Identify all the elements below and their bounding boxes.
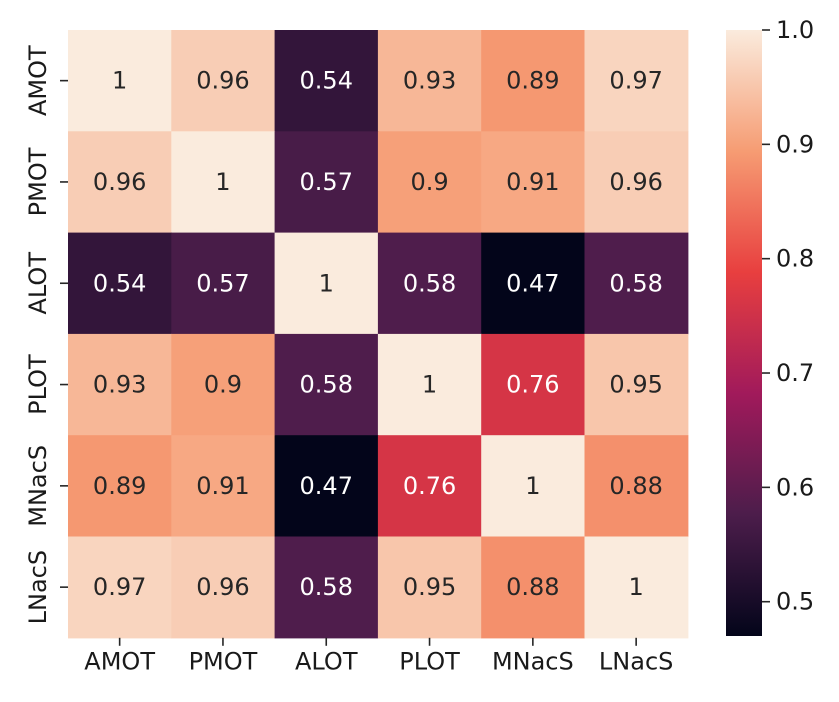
- cell-LNacS-ALOT: [274, 536, 379, 639]
- cell-value-label: 1: [215, 168, 230, 196]
- cell-MNacS-PMOT: [171, 435, 276, 538]
- x-tick-label: AMOT: [84, 647, 155, 675]
- cell-value-label: 0.96: [93, 168, 146, 196]
- cell-value-label: 0.54: [93, 269, 146, 297]
- cell-AMOT-PMOT: [171, 30, 276, 132]
- cell-value-label: 0.96: [609, 168, 662, 196]
- y-tick-label: LNacS: [24, 550, 52, 624]
- cell-value-label: 0.57: [196, 269, 249, 297]
- cell-value-label: 0.58: [300, 573, 353, 601]
- cell-value-label: 0.76: [403, 472, 456, 500]
- cell-value-label: 0.91: [196, 472, 249, 500]
- cell-PMOT-MNacS: [481, 131, 586, 234]
- cell-AMOT-LNacS: [584, 30, 689, 132]
- colorbar-tick-label: 0.6: [776, 473, 814, 501]
- cell-value-label: 0.54: [300, 67, 353, 95]
- cell-ALOT-PLOT: [377, 232, 482, 335]
- colorbar-gradient: [726, 30, 762, 636]
- cell-value-label: 1: [422, 371, 437, 399]
- colorbar-tick-label: 0.8: [776, 245, 814, 273]
- x-tick-label: PLOT: [399, 647, 460, 675]
- cell-PMOT-AMOT: [68, 131, 172, 234]
- y-tick-label: AMOT: [24, 45, 52, 116]
- cell-PMOT-PLOT: [377, 131, 482, 234]
- x-tick-label: MNacS: [492, 647, 574, 675]
- x-axis-ticks: AMOT PMOT ALOT PLOT MNacS LNacS: [84, 637, 673, 675]
- cell-PLOT-ALOT: [274, 333, 379, 436]
- colorbar-tick-label: 0.7: [776, 359, 814, 387]
- cell-ALOT-ALOT: [274, 232, 379, 335]
- y-tick-label: PLOT: [24, 354, 52, 415]
- cell-value-label: 0.58: [609, 269, 662, 297]
- cell-AMOT-PLOT: [377, 30, 482, 132]
- cell-MNacS-MNacS: [481, 435, 586, 538]
- cell-PMOT-ALOT: [274, 131, 379, 234]
- cell-LNacS-AMOT: [68, 536, 172, 639]
- cell-value-label: 0.96: [196, 573, 249, 601]
- cell-value-label: 0.9: [410, 168, 448, 196]
- cell-value-label: 0.95: [609, 371, 662, 399]
- cell-LNacS-LNacS: [584, 536, 689, 639]
- cell-value-label: 0.95: [403, 573, 456, 601]
- y-tick-label: PMOT: [24, 147, 52, 216]
- cell-value-label: 0.88: [506, 573, 559, 601]
- colorbar-tick-label: 1.0: [776, 16, 814, 44]
- cell-value-label: 0.93: [93, 371, 146, 399]
- colorbar: 0.5 0.6 0.7 0.8 0.9 1.0: [726, 16, 814, 636]
- cell-value-label: 0.97: [93, 573, 146, 601]
- x-tick-label: PMOT: [189, 647, 258, 675]
- cell-value-label: 0.9: [204, 371, 242, 399]
- cell-PLOT-PLOT: [377, 333, 482, 436]
- cell-value-label: 0.47: [300, 472, 353, 500]
- cell-value-label: 0.91: [506, 168, 559, 196]
- cell-value-label: 0.89: [93, 472, 146, 500]
- x-tick-label: ALOT: [295, 647, 358, 675]
- cell-MNacS-LNacS: [584, 435, 689, 538]
- cell-ALOT-LNacS: [584, 232, 689, 335]
- colorbar-tick-label: 0.5: [776, 588, 814, 616]
- cell-value-label: 0.88: [609, 472, 662, 500]
- cell-MNacS-ALOT: [274, 435, 379, 538]
- cell-value-label: 1: [112, 67, 127, 95]
- cell-value-label: 0.97: [609, 67, 662, 95]
- cell-AMOT-AMOT: [68, 30, 172, 132]
- cell-value-label: 1: [525, 472, 540, 500]
- cell-PMOT-LNacS: [584, 131, 689, 234]
- cell-MNacS-AMOT: [68, 435, 172, 538]
- cell-value-label: 0.58: [403, 269, 456, 297]
- y-tick-label: MNacS: [24, 445, 52, 527]
- cell-AMOT-MNacS: [481, 30, 586, 132]
- cell-PMOT-PMOT: [171, 131, 276, 234]
- cell-value-label: 1: [319, 269, 334, 297]
- cell-value-label: 0.57: [300, 168, 353, 196]
- cell-PLOT-LNacS: [584, 333, 689, 436]
- cell-MNacS-PLOT: [377, 435, 482, 538]
- cell-value-label: 1: [629, 573, 644, 601]
- cell-ALOT-MNacS: [481, 232, 586, 335]
- cell-value-label: 0.47: [506, 269, 559, 297]
- cell-PLOT-MNacS: [481, 333, 586, 436]
- colorbar-tick-label: 0.9: [776, 130, 814, 158]
- y-tick-label: ALOT: [24, 252, 52, 315]
- cell-value-label: 0.93: [403, 67, 456, 95]
- cell-ALOT-PMOT: [171, 232, 276, 335]
- cell-ALOT-AMOT: [68, 232, 172, 335]
- x-tick-label: LNacS: [599, 647, 673, 675]
- cell-LNacS-PLOT: [377, 536, 482, 639]
- cell-value-label: 0.58: [300, 371, 353, 399]
- cell-value-label: 0.76: [506, 371, 559, 399]
- heatmap-cells: 1 0.96 0.54 0.93 0.89 0.970.96 1 0.57 0.9 0.91 0.9…: [68, 30, 689, 639]
- cell-LNacS-PMOT: [171, 536, 276, 639]
- cell-value-label: 0.96: [196, 67, 249, 95]
- y-axis-ticks: AMOT PMOT ALOT PLOT MNacS LNacS: [24, 45, 68, 624]
- cell-LNacS-MNacS: [481, 536, 586, 639]
- cell-AMOT-ALOT: [274, 30, 379, 132]
- cell-PLOT-PMOT: [171, 333, 276, 436]
- cell-PLOT-AMOT: [68, 333, 172, 436]
- cell-value-label: 0.89: [506, 67, 559, 95]
